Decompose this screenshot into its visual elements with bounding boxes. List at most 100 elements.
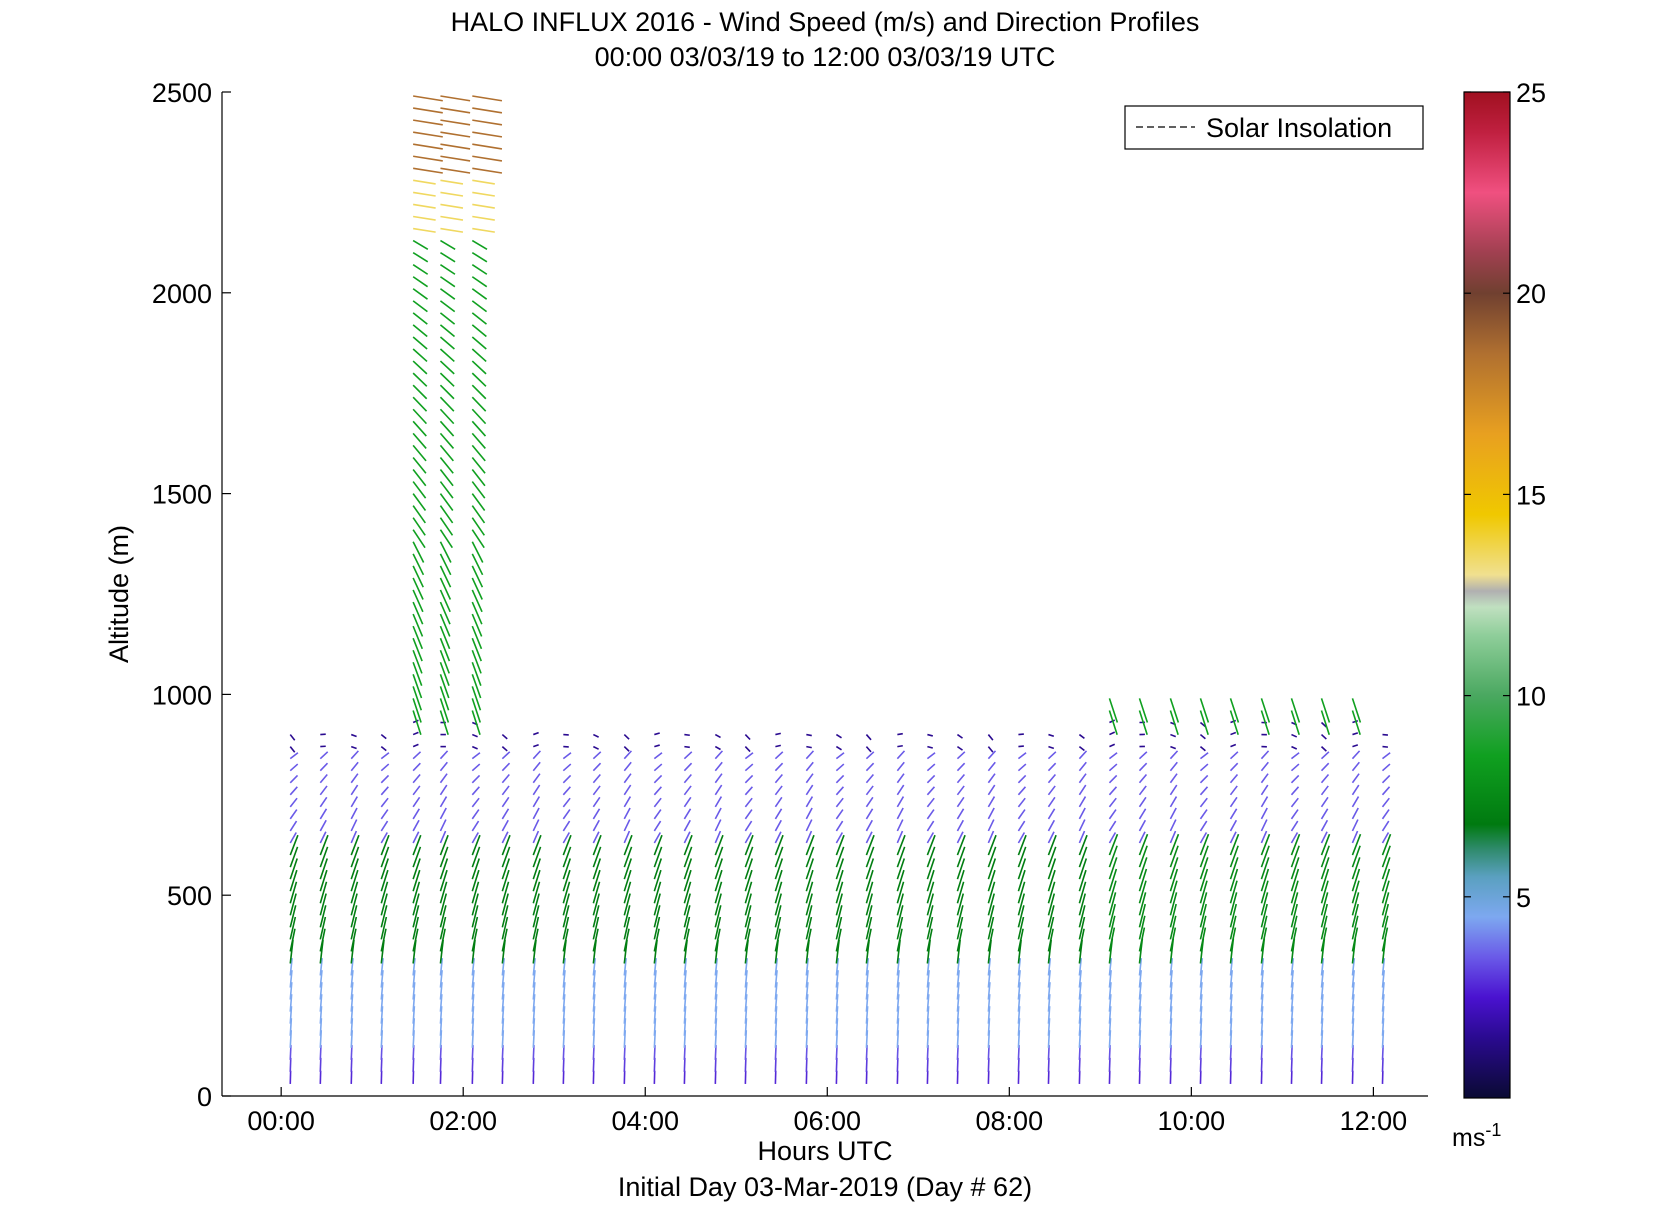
wind-vector <box>683 831 691 844</box>
wind-vector <box>1351 903 1359 928</box>
wind-vector <box>592 893 600 916</box>
x-tick-label: 08:00 <box>976 1106 1044 1136</box>
wind-vector <box>896 796 905 808</box>
wind-vector <box>714 1057 717 1072</box>
wind-vector <box>412 686 423 711</box>
wind-vector <box>1290 809 1299 820</box>
wind-vector <box>897 744 903 748</box>
wind-vector <box>865 831 873 844</box>
wind-vector <box>1381 763 1391 772</box>
wind-vector <box>926 820 935 832</box>
wind-vector <box>1017 820 1026 832</box>
wind-vector <box>1351 958 1356 976</box>
wind-vector <box>805 982 809 1000</box>
wind-vector <box>439 324 456 338</box>
wind-vector <box>653 928 660 952</box>
wind-vector <box>1078 881 1087 904</box>
wind-vector <box>592 982 596 1000</box>
wind-vector <box>471 686 482 711</box>
wind-vector <box>865 774 874 784</box>
wind-vector <box>471 970 475 988</box>
wind-vector <box>654 744 660 748</box>
wind-vector <box>1017 970 1021 988</box>
wind-vector <box>774 834 784 856</box>
wind-vector <box>835 916 843 940</box>
wind-vector <box>319 774 328 784</box>
wind-vector <box>1320 982 1324 1000</box>
wind-vector <box>380 893 388 916</box>
wind-vector <box>653 774 663 784</box>
wind-vector <box>774 846 784 868</box>
wind-vector <box>380 763 390 772</box>
wind-vector <box>956 869 965 892</box>
wind-vector <box>835 733 842 739</box>
wind-vector <box>774 796 783 808</box>
wind-vector <box>1017 774 1027 784</box>
wind-vector <box>350 807 358 820</box>
wind-vector <box>289 893 297 916</box>
wind-vector <box>684 733 690 737</box>
wind-vector <box>1138 808 1147 820</box>
wind-vector <box>532 1057 535 1072</box>
wind-vector <box>1260 1057 1263 1072</box>
colorbar-unit-exp: -1 <box>1485 1120 1501 1140</box>
wind-vector <box>1260 833 1271 856</box>
wind-vector <box>744 928 751 952</box>
wind-vector <box>413 167 443 174</box>
wind-vector <box>956 808 965 820</box>
wind-vector <box>1351 833 1362 856</box>
wind-vector <box>1320 833 1331 856</box>
wind-vector <box>1260 784 1269 796</box>
wind-vector <box>1108 982 1112 1000</box>
wind-vector <box>439 625 451 650</box>
wind-vector <box>835 809 844 820</box>
wind-vector <box>1199 832 1208 844</box>
wind-vector <box>440 191 464 197</box>
wind-vector <box>1199 786 1209 796</box>
wind-vector <box>805 807 813 820</box>
wind-vector <box>350 733 357 738</box>
wind-vector <box>865 785 874 796</box>
wind-vector <box>956 958 961 976</box>
wind-vector <box>926 846 936 868</box>
wind-vector <box>865 808 874 820</box>
wind-vector <box>805 784 814 796</box>
wind-vector <box>1352 720 1359 724</box>
wind-vector <box>501 774 510 784</box>
wind-vector <box>439 881 448 904</box>
wind-vector <box>1320 857 1330 880</box>
wind-vector <box>412 493 427 511</box>
wind-vector <box>805 796 814 808</box>
wind-vector <box>1290 774 1300 784</box>
wind-vector <box>592 905 600 928</box>
wind-vector <box>471 396 487 412</box>
wind-vector <box>623 807 631 820</box>
wind-vector <box>1109 731 1116 736</box>
wind-vector <box>956 834 966 856</box>
wind-vector <box>1260 994 1264 1012</box>
wind-vector <box>471 408 487 425</box>
wind-vector <box>1351 982 1355 1000</box>
wind-vector <box>683 796 692 808</box>
wind-vector <box>744 746 751 753</box>
wind-vector <box>926 834 936 856</box>
wind-vector <box>471 928 478 952</box>
wind-vector <box>532 830 540 844</box>
wind-vector <box>380 809 389 820</box>
wind-vector <box>562 858 572 880</box>
wind-vector <box>683 762 693 772</box>
wind-vector <box>926 858 936 880</box>
wind-vector <box>1351 868 1361 892</box>
wind-vector <box>289 809 298 820</box>
wind-vector <box>412 831 420 844</box>
wind-vector <box>835 846 845 868</box>
wind-vector <box>471 517 486 536</box>
colorbar-unit-base: ms <box>1452 1124 1485 1152</box>
wind-vector <box>532 784 541 796</box>
wind-vector <box>1078 905 1086 928</box>
wind-vector <box>956 819 965 832</box>
wind-vector <box>653 994 657 1012</box>
wind-vector <box>1047 1057 1050 1072</box>
wind-vector <box>350 893 358 916</box>
wind-vector <box>926 809 935 820</box>
